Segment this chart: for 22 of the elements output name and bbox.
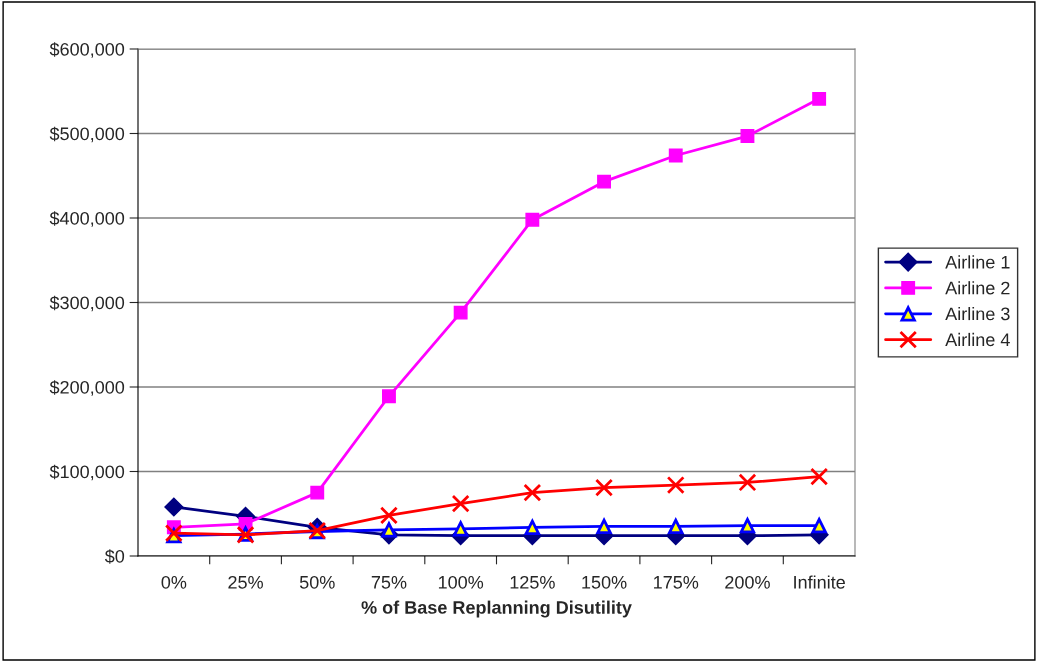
x-axis-title: % of Base Replanning Disutility xyxy=(361,600,632,618)
x-tick-label: 150% xyxy=(582,575,627,589)
x-tick-label: 175% xyxy=(654,576,699,589)
legend-label: Airline 2 xyxy=(945,281,1010,295)
x-tick-label: 125% xyxy=(510,575,555,589)
y-tick-label: $0 xyxy=(104,549,125,564)
x-tick-label: 75% xyxy=(371,576,407,589)
y-tick-label: $500,000 xyxy=(49,126,125,143)
y-tick-label: $100,000 xyxy=(49,464,125,481)
x-tick-label: 0% xyxy=(161,575,187,589)
x-tick-label: 200% xyxy=(725,575,770,589)
y-tick-label: $200,000 xyxy=(49,380,125,396)
y-tick-label: $300,000 xyxy=(49,295,125,312)
y-tick-label: $400,000 xyxy=(49,211,125,227)
y-tick-label: $600,000 xyxy=(49,42,125,58)
legend-label: Airline 1 xyxy=(945,255,1010,269)
x-tick-label: Infinite xyxy=(794,575,845,589)
x-tick-label: 100% xyxy=(438,575,484,589)
legend-label: Airline 3 xyxy=(945,307,1010,321)
x-tick-label: 50% xyxy=(299,575,335,589)
legend-label: Airline 4 xyxy=(945,332,1010,347)
x-tick-label: 25% xyxy=(228,575,263,589)
